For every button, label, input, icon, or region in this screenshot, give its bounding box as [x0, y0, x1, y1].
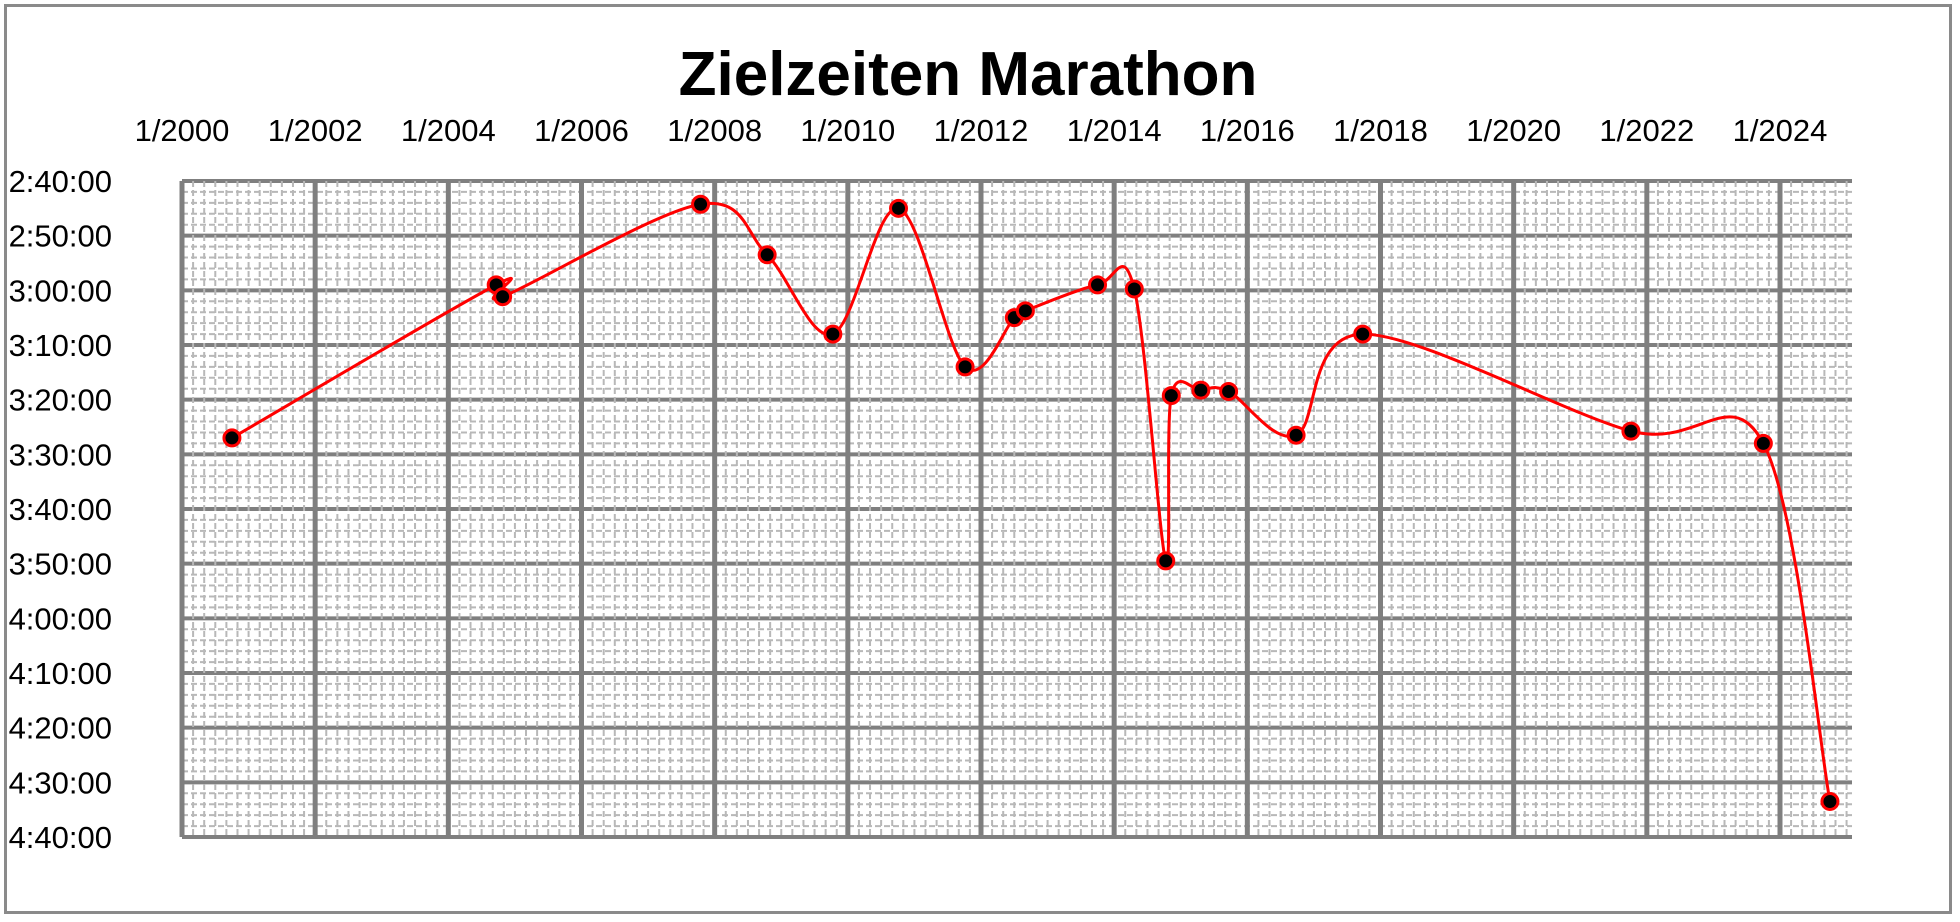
- data-point: [1191, 380, 1211, 400]
- y-tick-label: 4:20:00: [9, 711, 112, 746]
- grid: [179, 179, 1852, 839]
- series-line-layer: [231, 201, 1832, 802]
- y-tick-label: 3:00:00: [9, 273, 112, 308]
- data-point: [1161, 386, 1181, 406]
- x-tick-label: 1/2000: [135, 113, 230, 148]
- y-tick-label: 3:30:00: [9, 437, 112, 472]
- data-point: [1753, 433, 1773, 453]
- data-point: [823, 324, 843, 344]
- x-tick-label: 1/2004: [401, 113, 496, 148]
- data-point: [1015, 301, 1035, 321]
- chart-title: Zielzeiten Marathon: [679, 40, 1258, 109]
- data-point: [493, 287, 513, 307]
- y-tick-label: 4:30:00: [9, 765, 112, 800]
- x-tick-label: 1/2022: [1599, 113, 1694, 148]
- y-tick-label: 4:40:00: [9, 820, 112, 855]
- x-tick-label: 1/2016: [1200, 113, 1295, 148]
- x-tick-label: 1/2002: [268, 113, 363, 148]
- data-point: [222, 428, 242, 448]
- y-tick-label: 3:20:00: [9, 383, 112, 418]
- x-tick-label: 1/2020: [1466, 113, 1561, 148]
- data-point: [1124, 279, 1144, 299]
- y-tick-label: 4:00:00: [9, 601, 112, 636]
- x-tick-labels: 1/2000 1/2002 1/2004 1/2006 1/2008 1/2010 1/20…: [135, 113, 1828, 148]
- x-tick-label: 1/2014: [1067, 113, 1162, 148]
- data-point: [1088, 275, 1108, 295]
- y-tick-label: 3:40:00: [9, 492, 112, 527]
- y-tick-labels: 2:40:00 2:50:00 3:00:00 3:10:00 3:20:00 3:30:…: [9, 164, 112, 855]
- data-point: [691, 194, 711, 214]
- data-point: [955, 357, 975, 377]
- y-tick-label: 4:10:00: [9, 656, 112, 691]
- y-tick-label: 3:10:00: [9, 328, 112, 363]
- y-tick-label: 2:50:00: [9, 219, 112, 254]
- data-point: [1219, 381, 1239, 401]
- data-point: [1621, 421, 1641, 441]
- x-tick-label: 1/2018: [1333, 113, 1428, 148]
- x-tick-label: 1/2024: [1733, 113, 1828, 148]
- y-tick-label: 3:50:00: [9, 547, 112, 582]
- data-point: [757, 245, 777, 265]
- data-point: [1820, 791, 1840, 811]
- data-point: [1353, 324, 1373, 344]
- y-tick-label: 2:40:00: [9, 164, 112, 199]
- x-tick-label: 1/2010: [800, 113, 895, 148]
- data-point: [889, 198, 909, 218]
- data-markers: [222, 194, 1840, 811]
- x-tick-label: 1/2006: [534, 113, 629, 148]
- data-point: [1156, 551, 1176, 571]
- data-point: [1286, 425, 1306, 445]
- x-tick-label: 1/2008: [667, 113, 762, 148]
- series-line: [231, 201, 1832, 802]
- x-tick-label: 1/2012: [934, 113, 1029, 148]
